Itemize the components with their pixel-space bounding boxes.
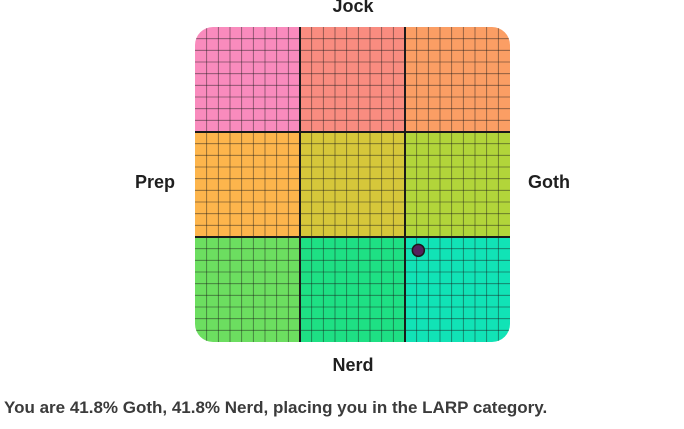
compass-cell-2-0 xyxy=(195,237,300,342)
compass-cell-1-1 xyxy=(300,132,405,237)
compass-grid xyxy=(195,27,510,342)
result-text: You are 41.8% Goth, 41.8% Nerd, placing … xyxy=(4,398,548,417)
axis-label-top: Jock xyxy=(332,0,374,16)
axis-label-left: Prep xyxy=(134,172,176,192)
result-marker xyxy=(411,243,426,258)
major-grid-lines xyxy=(195,27,510,342)
compass-cell-0-2 xyxy=(405,27,510,132)
compass-cell-1-0 xyxy=(195,132,300,237)
axis-label-bottom: Nerd xyxy=(332,355,374,375)
compass-cell-0-0 xyxy=(195,27,300,132)
compass-cell-0-1 xyxy=(300,27,405,132)
compass-cell-2-1 xyxy=(300,237,405,342)
compass-cell-1-2 xyxy=(405,132,510,237)
political-compass-chart xyxy=(195,27,510,342)
axis-label-right: Goth xyxy=(528,172,570,192)
